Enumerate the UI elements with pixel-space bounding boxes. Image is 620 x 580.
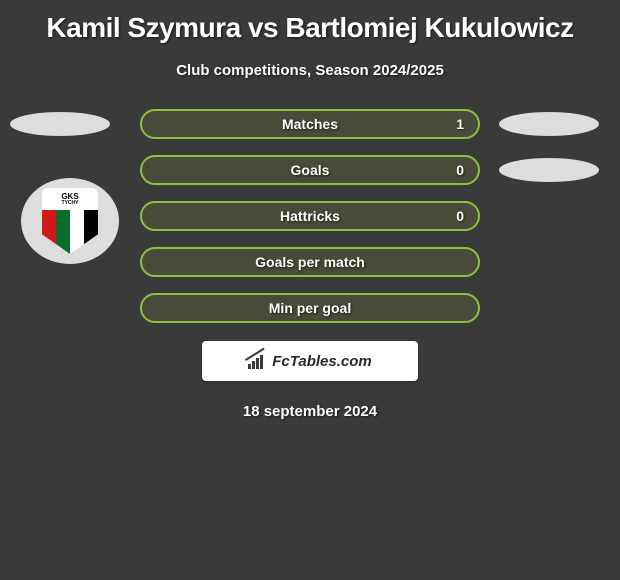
stripe: [84, 210, 98, 254]
stat-pill-gpm: Goals per match: [140, 247, 480, 277]
date-label: 18 september 2024: [0, 403, 620, 420]
branding-box[interactable]: FcTables.com: [202, 341, 418, 381]
club-shield-label: GKS TYCHY: [42, 188, 98, 210]
stat-pill-goals: Goals 0: [140, 155, 480, 185]
club-shield: GKS TYCHY: [42, 188, 98, 254]
club-label-bottom: TYCHY: [62, 201, 79, 206]
stat-row: Matches 1: [0, 109, 620, 139]
stripe: [56, 210, 70, 254]
stat-label: Min per goal: [269, 300, 351, 316]
page-title: Kamil Szymura vs Bartlomiej Kukulowicz: [0, 0, 620, 44]
stat-value: 0: [456, 162, 464, 178]
subtitle: Club competitions, Season 2024/2025: [0, 62, 620, 79]
chart-icon: [248, 353, 266, 369]
stat-label: Goals: [291, 162, 330, 178]
stat-pill-matches: Matches 1: [140, 109, 480, 139]
player-ellipse-right: [499, 112, 599, 136]
club-shield-stripes: [42, 210, 98, 254]
club-badge: GKS TYCHY: [21, 178, 119, 264]
stat-value: 0: [456, 208, 464, 224]
stat-label: Goals per match: [255, 254, 365, 270]
stripe: [42, 210, 56, 254]
stat-value: 1: [456, 116, 464, 132]
stat-row: Min per goal: [0, 293, 620, 323]
club-badge-bg: GKS TYCHY: [21, 178, 119, 264]
stat-label: Matches: [282, 116, 338, 132]
stat-pill-hattricks: Hattricks 0: [140, 201, 480, 231]
stat-label: Hattricks: [280, 208, 340, 224]
player-ellipse-right: [499, 158, 599, 182]
stripe: [70, 210, 84, 254]
stat-pill-mpg: Min per goal: [140, 293, 480, 323]
branding-text: FcTables.com: [272, 353, 371, 370]
player-ellipse-left: [10, 112, 110, 136]
